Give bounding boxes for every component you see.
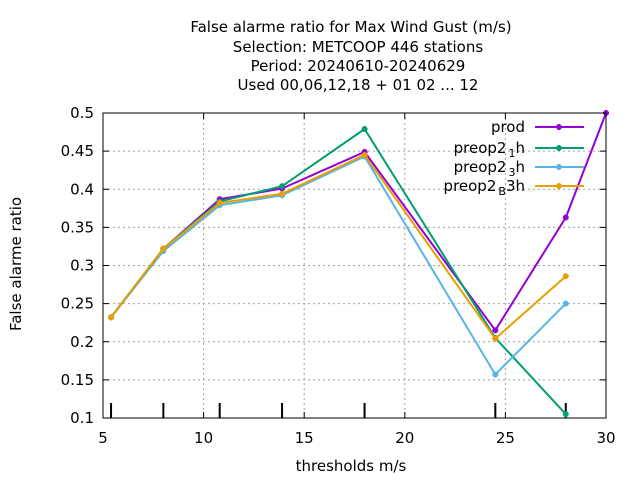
series-3-point-0 xyxy=(108,314,115,321)
legend-label-0: prod xyxy=(491,118,525,136)
legend-label-3: preop2 B3h xyxy=(444,177,525,198)
series-1-point-6-d2 xyxy=(563,411,569,417)
series-3-point-2 xyxy=(216,199,223,206)
title-line-2: Selection: METCOOP 446 stations xyxy=(233,38,484,56)
legend-marker-1-d2 xyxy=(556,145,562,151)
grid xyxy=(103,113,606,418)
y-axis-ticks: 0.1 0.15 0.2 0.25 0.3 0.35 0.4 0.45 0.5 xyxy=(61,104,606,427)
series-3-point-1 xyxy=(160,245,167,252)
series-2-point-5 xyxy=(492,371,499,378)
series-line-3 xyxy=(110,153,567,340)
legend-label-sub-2: 3 xyxy=(508,166,515,179)
series-0-point-6-d2 xyxy=(563,214,569,221)
legend-label-1: preop2 1h xyxy=(454,139,525,160)
x-tick-label-0: 5 xyxy=(98,429,108,447)
series-1-point-3 xyxy=(279,183,286,190)
legend-label-main-1: preop2 xyxy=(454,139,507,157)
x-axis-label: thresholds m/s xyxy=(296,457,407,475)
legend-marker-3-d2 xyxy=(556,183,562,189)
series-line-0 xyxy=(110,112,607,332)
legend-label-tail-3: 3h xyxy=(506,177,525,195)
legend-label-main-3: preop2 xyxy=(444,177,497,195)
series-3-point-3-d2 xyxy=(279,191,285,197)
x-axis-ticks: 5 10 15 20 25 30 xyxy=(98,113,616,447)
y-tick-label-2: 0.2 xyxy=(70,333,94,351)
series-3-point-5-d2 xyxy=(492,335,499,342)
y-axis-label: False alarme ratio xyxy=(7,197,25,331)
series-3-point-6-d2 xyxy=(563,273,569,279)
y-tick-label-3: 0.25 xyxy=(61,295,94,313)
legend-label-sub-1: 1 xyxy=(508,147,515,160)
x-tick-label-5: 30 xyxy=(596,429,615,447)
legend-marker-1 xyxy=(556,145,562,151)
legend-marker-2-d2 xyxy=(556,164,562,170)
series-3-point-4 xyxy=(361,151,368,158)
y-tick-label-4: 0.3 xyxy=(70,257,94,275)
legend-marker-2 xyxy=(556,164,562,170)
series-0-point-6 xyxy=(562,214,569,221)
threshold-marks xyxy=(110,403,567,418)
series-3-point-0-d2 xyxy=(108,314,114,321)
legend-marker-0-d2 xyxy=(556,124,562,130)
legend-label-sub-3: B xyxy=(498,185,506,198)
x-tick-label-2: 15 xyxy=(295,429,314,447)
x-tick-label-4: 25 xyxy=(496,429,515,447)
y-tick-label-5: 0.35 xyxy=(61,218,94,236)
legend-label-main-0: prod xyxy=(491,118,525,136)
series-2-point-6 xyxy=(562,300,569,307)
series-3-point-1-d2 xyxy=(160,246,167,252)
series-3-point-6 xyxy=(562,273,569,280)
legend-label-tail-1: h xyxy=(515,139,525,157)
series-3-point-4-d2 xyxy=(361,152,368,158)
legend-label-2: preop2 3h xyxy=(454,158,525,179)
series-1-point-4 xyxy=(361,126,368,133)
y-tick-label-0: 0.1 xyxy=(70,409,94,427)
legend-marker-0 xyxy=(556,124,562,130)
x-tick-label-1: 10 xyxy=(194,429,213,447)
series-3-point-5 xyxy=(492,335,499,342)
legend-marker-3 xyxy=(556,183,562,189)
series-3-point-2-d2 xyxy=(216,200,223,206)
title-line-4: Used 00,06,12,18 + 01 02 ... 12 xyxy=(238,76,479,94)
series-3-point-3 xyxy=(279,190,286,197)
title-line-3: Period: 20240610-20240629 xyxy=(251,57,466,75)
y-tick-label-8: 0.5 xyxy=(70,104,94,122)
y-tick-label-1: 0.15 xyxy=(61,371,94,389)
y-tick-label-7: 0.45 xyxy=(61,142,94,160)
series-lines xyxy=(108,110,609,418)
series-1-point-4-d2 xyxy=(361,126,368,132)
legend-label-tail-2: h xyxy=(515,158,525,176)
chart-title: False alarme ratio for Max Wind Gust (m/… xyxy=(190,18,511,94)
x-tick-label-3: 20 xyxy=(395,429,414,447)
series-2-point-5-d2 xyxy=(492,371,499,378)
title-line-1: False alarme ratio for Max Wind Gust (m/… xyxy=(190,18,511,36)
series-0-point-5 xyxy=(492,327,499,334)
legend-label-main-2: preop2 xyxy=(454,158,507,176)
series-0-point-5-d2 xyxy=(492,327,499,334)
series-2-point-6-d2 xyxy=(563,300,569,307)
y-tick-label-6: 0.4 xyxy=(70,180,94,198)
series-1-point-3-d2 xyxy=(279,183,285,189)
series-1-point-6 xyxy=(562,411,569,418)
